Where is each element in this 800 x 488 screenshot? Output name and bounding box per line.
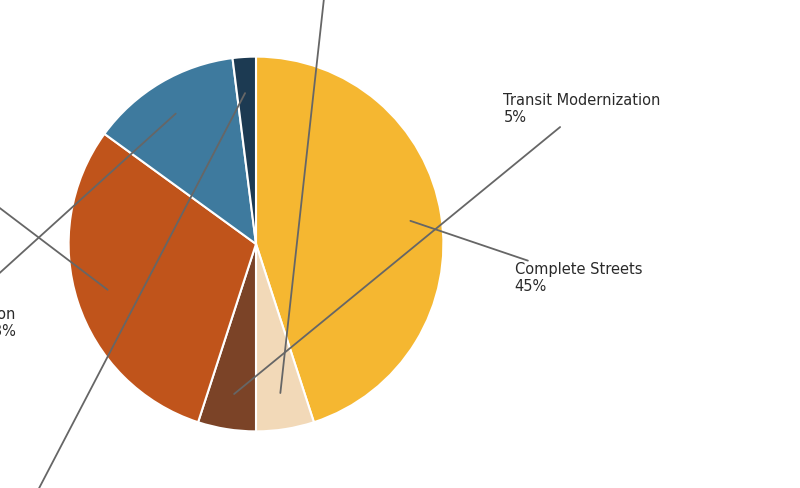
Text: Bicycle Network and Pedestrian
Connections 5%: Bicycle Network and Pedestrian Connectio…	[211, 0, 443, 393]
Text: Community Connections  2%: Community Connections 2%	[0, 93, 245, 488]
Text: Complete Streets
45%: Complete Streets 45%	[410, 221, 642, 294]
Wedge shape	[256, 57, 443, 422]
Wedge shape	[256, 244, 314, 431]
Wedge shape	[233, 57, 256, 244]
Wedge shape	[198, 244, 256, 431]
Wedge shape	[104, 58, 256, 244]
Text: Transit Modernization
5%: Transit Modernization 5%	[234, 93, 661, 394]
Text: Major
Infrastructure 30%: Major Infrastructure 30%	[0, 138, 108, 290]
Wedge shape	[69, 134, 256, 422]
Text: Intersection
Improvements 13%: Intersection Improvements 13%	[0, 114, 176, 339]
